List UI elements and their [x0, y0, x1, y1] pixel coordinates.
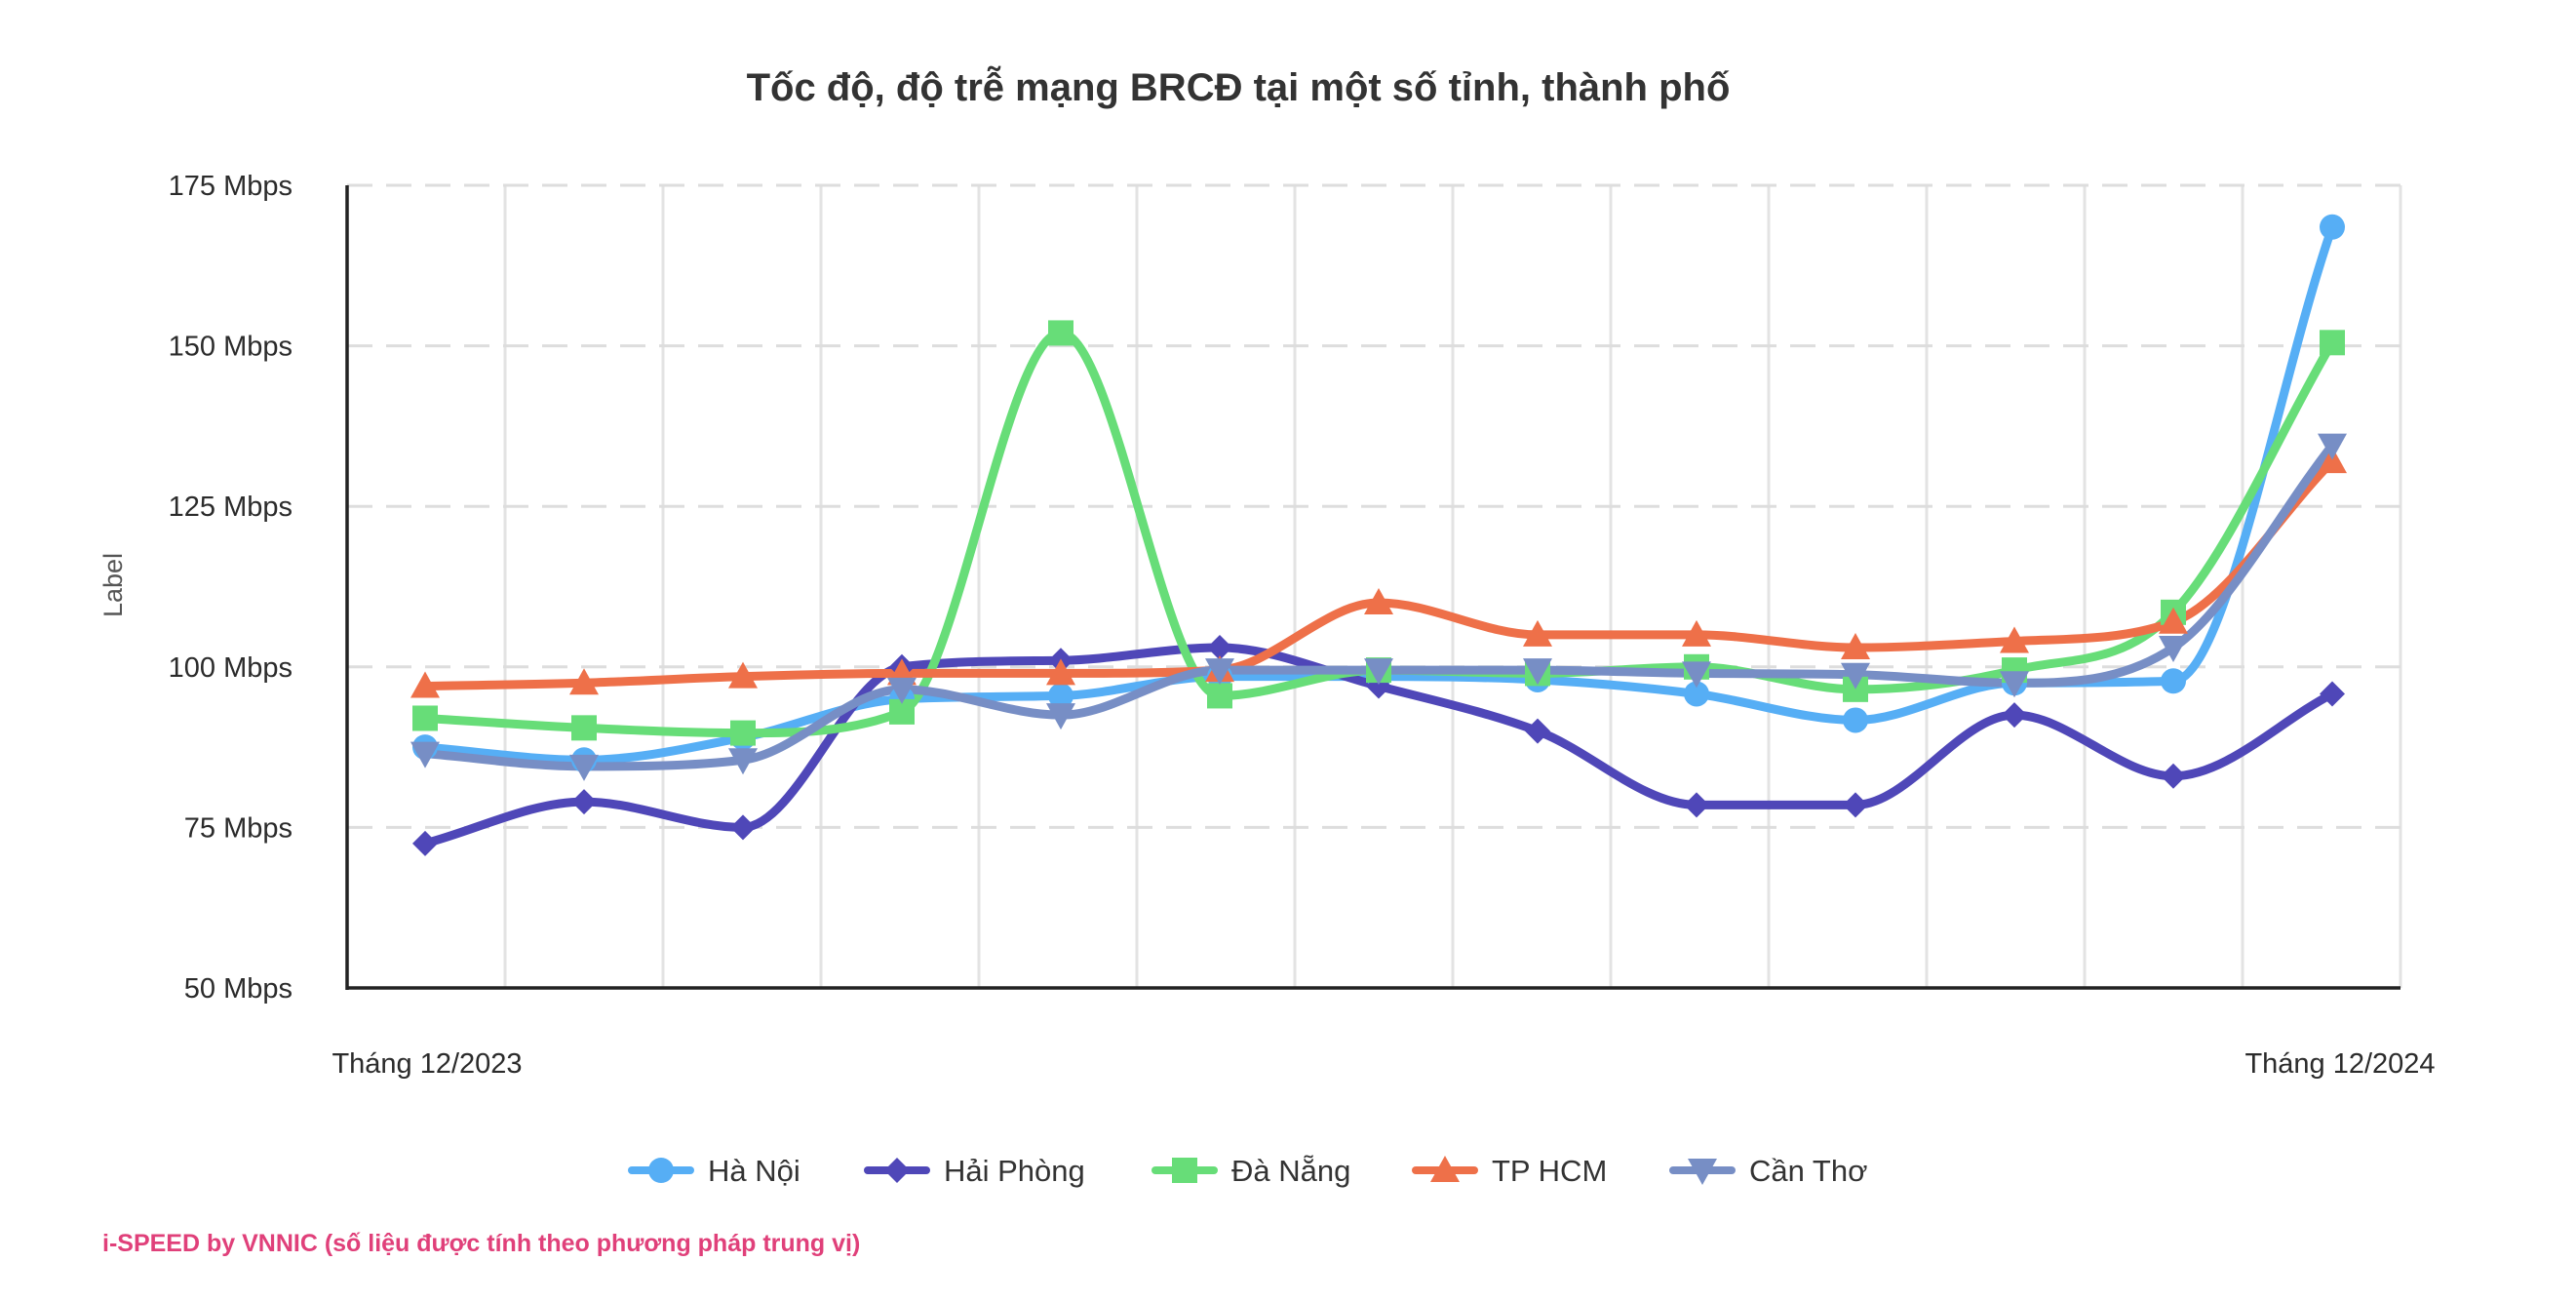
data-point	[1048, 320, 1073, 346]
data-point	[1207, 635, 1232, 661]
data-point	[1523, 658, 1552, 686]
legend-item[interactable]: Cần Thơ	[1669, 1154, 1867, 1188]
data-point	[728, 748, 758, 775]
y-tick-label: 125 Mbps	[169, 492, 293, 523]
legend-swatch-marker	[648, 1158, 674, 1183]
data-point	[1205, 658, 1234, 686]
source-credit: i-SPEED by VNNIC (số liệu được tính theo…	[102, 1230, 860, 1257]
series-line	[420, 328, 2337, 738]
y-tick-label: 50 Mbps	[184, 973, 293, 1005]
data-point	[1364, 587, 1393, 614]
data-point	[730, 814, 756, 841]
y-tick-label: 75 Mbps	[184, 812, 293, 844]
data-point	[571, 715, 597, 741]
legend-swatch-marker	[1430, 1156, 1460, 1182]
data-point	[2318, 433, 2347, 460]
data-point	[1523, 619, 1552, 647]
data-point	[2159, 636, 2188, 663]
y-axis-label: Label	[98, 553, 128, 617]
legend-swatch-marker	[1688, 1159, 1717, 1185]
legend-label: Hà Nội	[708, 1154, 800, 1188]
series-lines	[420, 222, 2337, 848]
series-markers	[410, 214, 2347, 856]
data-point	[569, 754, 599, 781]
y-tick-label: 150 Mbps	[169, 332, 293, 363]
x-tick-label: Tháng 12/2024	[2244, 1048, 2435, 1080]
data-point	[1843, 707, 1868, 733]
data-point	[1684, 681, 1709, 707]
data-point	[571, 789, 597, 815]
data-point	[1364, 658, 1393, 686]
legend-label: Cần Thơ	[1749, 1154, 1867, 1188]
data-point	[410, 741, 440, 769]
legend-item[interactable]: Hà Nội	[628, 1154, 800, 1188]
legend-swatch-marker	[884, 1158, 910, 1183]
legend-label: Đà Nẵng	[1231, 1154, 1350, 1188]
data-point	[412, 830, 438, 856]
data-point	[1684, 792, 1709, 818]
data-point	[728, 661, 758, 689]
data-point	[2320, 330, 2345, 356]
data-point	[2161, 763, 2186, 789]
data-point	[730, 720, 756, 746]
data-point	[1841, 662, 1870, 690]
series-line	[420, 456, 2337, 691]
data-point	[2000, 626, 2029, 653]
data-point	[1682, 661, 1711, 689]
legend-item[interactable]: TP HCM	[1412, 1154, 1607, 1188]
grid	[347, 183, 2402, 988]
data-point	[1048, 683, 1073, 709]
chart-title: Tốc độ, độ trễ mạng BRCĐ tại một số tỉnh…	[747, 64, 1731, 109]
data-point	[569, 668, 599, 695]
axes: 50 Mbps 75 Mbps 100 Mbps 125 Mbps 150 Mbps 17…	[169, 171, 2436, 1080]
data-point	[2159, 607, 2188, 634]
data-point	[2002, 702, 2027, 729]
data-point	[1682, 619, 1711, 647]
y-tick-label: 175 Mbps	[169, 171, 293, 202]
legend[interactable]: Hà Nội Hải Phòng Đà Nẵng TP HCM Cần Thơ	[628, 1154, 1867, 1188]
data-point	[887, 677, 917, 704]
legend-swatch-marker	[1172, 1158, 1197, 1183]
legend-label: Hải Phòng	[944, 1154, 1085, 1188]
data-point	[412, 705, 438, 731]
data-point	[1207, 683, 1232, 709]
y-tick-label: 100 Mbps	[169, 652, 293, 684]
data-point	[1046, 703, 1075, 730]
data-point	[1841, 633, 1870, 660]
legend-item[interactable]: Hải Phòng	[864, 1154, 1085, 1188]
data-point	[1843, 792, 1868, 818]
x-tick-label: Tháng 12/2023	[332, 1048, 522, 1080]
data-point	[2320, 214, 2345, 240]
data-point	[410, 671, 440, 698]
legend-label: TP HCM	[1492, 1154, 1607, 1188]
data-point	[2161, 668, 2186, 694]
data-point	[2320, 681, 2345, 707]
data-point	[2000, 671, 2029, 698]
legend-item[interactable]: Đà Nẵng	[1151, 1154, 1350, 1188]
data-point	[1046, 658, 1075, 686]
data-point	[1525, 718, 1550, 744]
